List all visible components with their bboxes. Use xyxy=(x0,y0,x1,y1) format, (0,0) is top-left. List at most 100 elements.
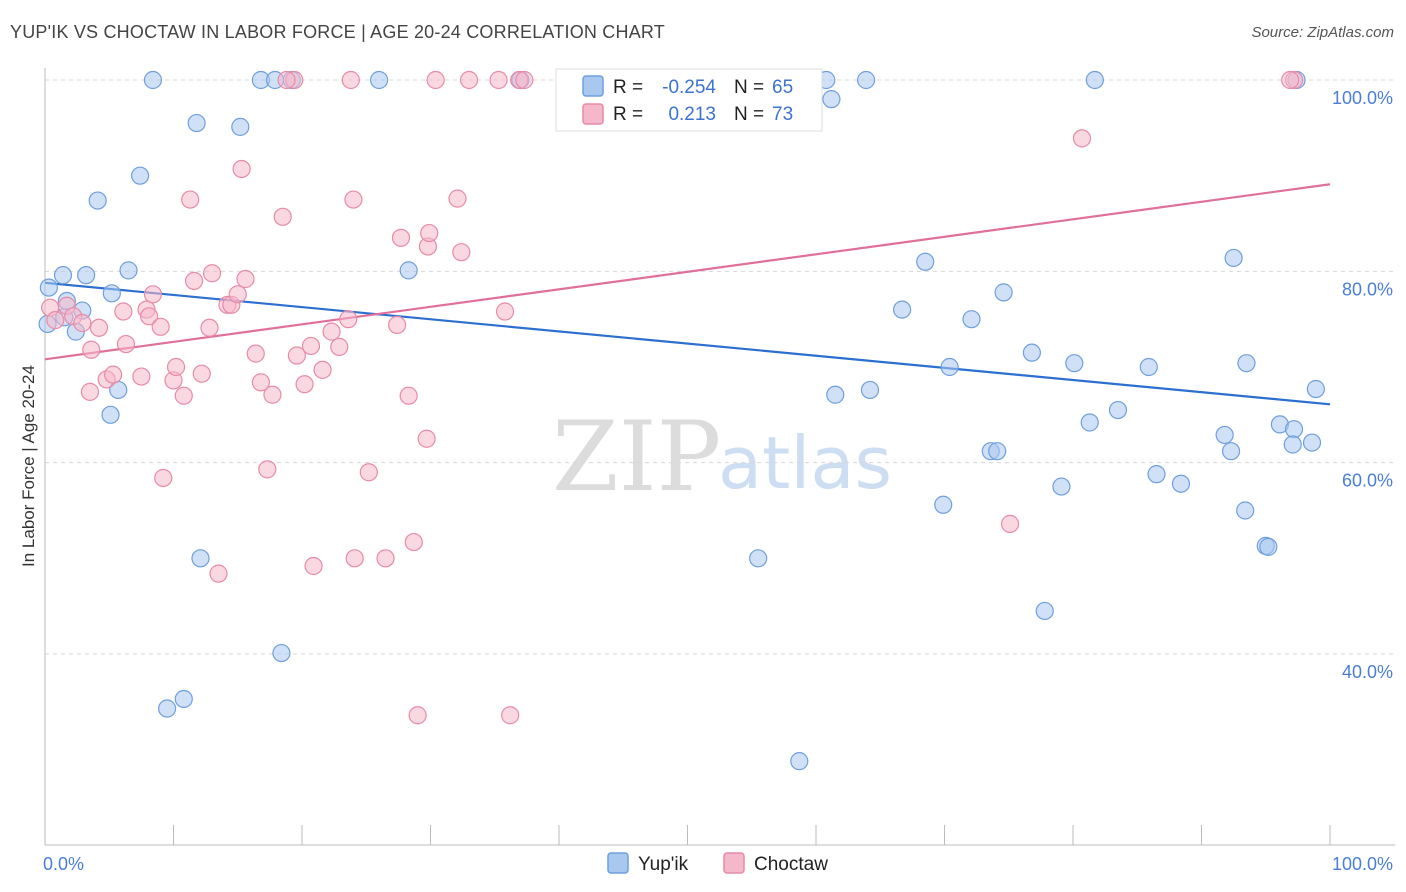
point-yupik-31 xyxy=(826,385,845,404)
point-yupik-20 xyxy=(191,549,210,568)
legend-r-label-choctaw: R = xyxy=(613,104,643,125)
point-yupik-49 xyxy=(1085,70,1104,90)
point-yupik-3 xyxy=(77,266,96,285)
point-yupik-48 xyxy=(1080,413,1099,432)
legend-swatch-choctaw xyxy=(582,103,604,125)
point-choctaw-55 xyxy=(345,549,364,568)
legend-n-label-yupik: N = xyxy=(734,77,764,98)
point-choctaw-5 xyxy=(82,340,101,359)
point-choctaw-9 xyxy=(104,365,123,384)
point-choctaw-27 xyxy=(228,285,247,304)
point-choctaw-1 xyxy=(46,311,65,330)
point-yupik-53 xyxy=(1171,474,1191,493)
watermark-zip: ZIP xyxy=(552,401,721,513)
point-yupik-23 xyxy=(174,689,193,709)
x-tick-label-1: 100.0% xyxy=(1332,854,1393,874)
y-axis-label: In Labor Force | Age 20-24 xyxy=(19,365,38,567)
bottom-legend-swatch-choctaw xyxy=(723,852,745,874)
point-choctaw-22 xyxy=(192,364,211,383)
point-choctaw-56 xyxy=(376,549,395,568)
point-yupik-16 xyxy=(231,117,250,136)
legend-r-label-yupik: R = xyxy=(613,77,643,98)
point-choctaw-30 xyxy=(246,344,265,363)
point-choctaw-23 xyxy=(200,318,219,337)
point-choctaw-69 xyxy=(1072,129,1092,148)
point-yupik-55 xyxy=(1224,248,1243,268)
point-yupik-32 xyxy=(857,70,876,90)
point-choctaw-60 xyxy=(501,706,520,725)
point-choctaw-33 xyxy=(273,207,292,226)
legend-n-value-choctaw: 73 xyxy=(772,104,793,125)
point-yupik-47 xyxy=(1065,354,1084,373)
legend-box: R = -0.254 N = 65 R = 0.213 N = 73 xyxy=(555,68,823,132)
point-choctaw-43 xyxy=(387,315,407,335)
point-yupik-57 xyxy=(1237,354,1256,373)
point-choctaw-37 xyxy=(313,360,332,379)
point-choctaw-6 xyxy=(89,318,109,337)
point-choctaw-72 xyxy=(277,70,296,90)
point-yupik-2 xyxy=(39,278,58,297)
point-choctaw-36 xyxy=(301,336,321,356)
point-yupik-62 xyxy=(1284,420,1304,439)
tick-labels: 100.0% 80.0% 60.0% 40.0% 0.0% 100.0% xyxy=(43,88,1393,874)
point-choctaw-19 xyxy=(174,386,193,405)
trend-line-choctaw xyxy=(44,183,1331,361)
point-choctaw-28 xyxy=(236,269,255,289)
point-yupik-9 xyxy=(102,284,121,303)
bottom-legend-label-yupik: Yup'ik xyxy=(638,854,689,875)
point-yupik-37 xyxy=(916,252,935,271)
y-tick-label-0: 100.0% xyxy=(1332,88,1393,108)
legend-n-label-choctaw: N = xyxy=(734,104,764,125)
point-yupik-52 xyxy=(1147,465,1166,484)
point-yupik-50 xyxy=(1108,400,1128,420)
point-yupik-39 xyxy=(962,310,981,329)
point-choctaw-44 xyxy=(391,228,411,247)
y-tick-label-1: 80.0% xyxy=(1342,279,1393,299)
trend-line-yupik xyxy=(44,281,1331,406)
point-yupik-35 xyxy=(790,752,809,771)
point-yupik-15 xyxy=(187,113,206,133)
point-choctaw-52 xyxy=(154,468,173,488)
point-choctaw-11 xyxy=(116,334,136,354)
point-yupik-21 xyxy=(272,643,291,663)
point-choctaw-18 xyxy=(166,357,186,377)
legend-n-value-yupik: 65 xyxy=(772,77,793,98)
point-choctaw-62 xyxy=(426,70,445,90)
point-yupik-44 xyxy=(1022,343,1041,362)
point-choctaw-31 xyxy=(251,373,270,392)
point-yupik-60 xyxy=(1259,537,1278,556)
point-yupik-56 xyxy=(1215,425,1234,445)
point-yupik-41 xyxy=(988,442,1007,461)
point-choctaw-50 xyxy=(495,302,515,321)
point-choctaw-7 xyxy=(80,382,100,401)
y-tick-label-2: 60.0% xyxy=(1342,471,1393,491)
point-choctaw-58 xyxy=(417,429,436,448)
source-credit: Source: ZipAtlas.com xyxy=(1251,24,1394,41)
point-choctaw-16 xyxy=(151,317,170,336)
point-yupik-51 xyxy=(1139,357,1158,377)
point-choctaw-34 xyxy=(287,346,306,365)
point-choctaw-68 xyxy=(1000,514,1020,533)
point-yupik-24 xyxy=(370,70,389,90)
point-yupik-14 xyxy=(143,70,163,90)
point-choctaw-38 xyxy=(322,322,341,341)
point-choctaw-29 xyxy=(232,159,251,179)
point-choctaw-59 xyxy=(408,706,427,725)
point-choctaw-42 xyxy=(359,463,378,482)
chart-title: YUP'IK VS CHOCTAW IN LABOR FORCE | AGE 2… xyxy=(10,22,665,42)
point-choctaw-45 xyxy=(399,386,418,405)
point-yupik-33 xyxy=(860,380,880,400)
point-choctaw-15 xyxy=(143,285,163,304)
point-yupik-22 xyxy=(157,699,177,718)
point-yupik-36 xyxy=(892,300,912,319)
point-yupik-38 xyxy=(940,357,959,377)
point-choctaw-51 xyxy=(258,460,277,479)
point-yupik-8 xyxy=(88,191,107,210)
point-yupik-34 xyxy=(749,549,768,568)
axes xyxy=(44,68,1395,846)
point-choctaw-54 xyxy=(304,556,323,576)
point-choctaw-35 xyxy=(295,375,314,394)
point-yupik-54 xyxy=(1221,442,1241,461)
point-choctaw-20 xyxy=(181,190,200,209)
